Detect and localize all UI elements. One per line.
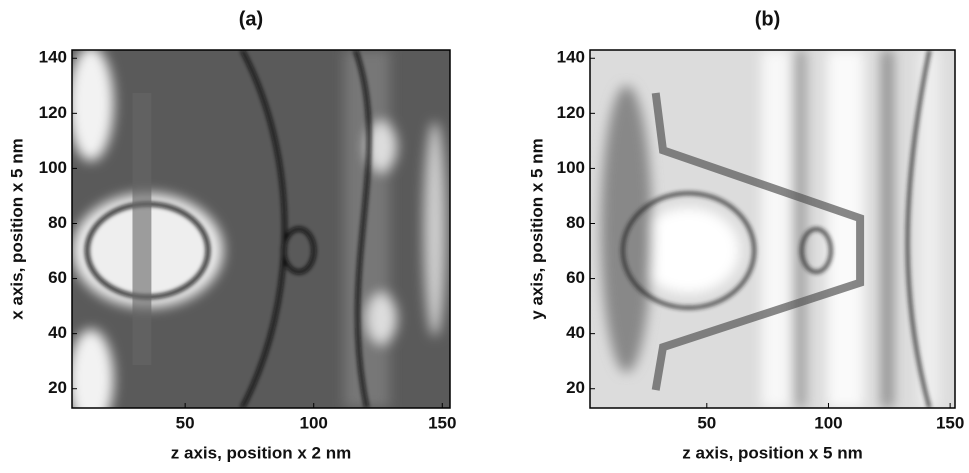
field-band <box>762 50 791 408</box>
y-axis-label: y axis, position x 5 nm <box>527 138 546 319</box>
x-axis-label: z axis, position x 2 nm <box>171 443 351 462</box>
chart-title: (a) <box>239 8 263 30</box>
field-band <box>919 50 941 408</box>
y-tick-label: 120 <box>557 103 585 122</box>
field-image <box>68 46 450 429</box>
field-blob <box>68 46 113 161</box>
field-blob <box>367 122 397 172</box>
y-tick-label: 120 <box>39 103 67 122</box>
x-tick-label: 50 <box>176 413 195 432</box>
y-tick-label: 140 <box>39 48 67 67</box>
y-tick-label: 40 <box>566 323 585 342</box>
x-tick-label: 150 <box>936 413 964 432</box>
panel: 50 100 150 20 40 60 80 100 120 140 (a) z axis, posi… <box>7 8 456 462</box>
x-tick-label: 50 <box>697 413 716 432</box>
field-blob <box>637 208 739 294</box>
y-tick-label: 60 <box>48 268 67 287</box>
field-blob <box>68 329 113 429</box>
y-axis-label: x axis, position x 5 nm <box>7 138 26 319</box>
x-tick-label: 100 <box>300 413 328 432</box>
y-tick-label: 140 <box>557 48 585 67</box>
field-band <box>882 50 893 408</box>
field-image <box>590 50 955 408</box>
y-tick-label: 100 <box>39 158 67 177</box>
x-axis-label: z axis, position x 5 nm <box>682 443 862 462</box>
tip-region <box>132 93 151 365</box>
field-band <box>794 50 805 408</box>
x-tick-label: 150 <box>428 413 456 432</box>
panel: 50 100 150 20 40 60 80 100 120 140 (b) z axis, posi… <box>527 8 964 462</box>
field-blob <box>367 293 397 343</box>
chart-title: (b) <box>755 8 781 30</box>
y-tick-label: 20 <box>566 378 585 397</box>
y-tick-label: 60 <box>566 268 585 287</box>
x-tick-label: 100 <box>814 413 842 432</box>
y-tick-label: 80 <box>566 213 585 232</box>
y-tick-label: 20 <box>48 378 67 397</box>
field-blob <box>424 122 447 337</box>
y-tick-label: 40 <box>48 323 67 342</box>
y-tick-label: 100 <box>557 158 585 177</box>
figure: 50 100 150 20 40 60 80 100 120 140 (a) z axis, posi… <box>0 0 969 468</box>
y-tick-label: 80 <box>48 213 67 232</box>
